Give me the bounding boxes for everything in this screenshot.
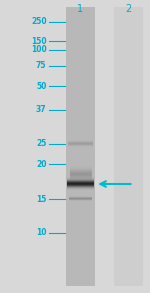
Text: 100: 100: [31, 45, 46, 54]
Text: 2: 2: [125, 4, 131, 14]
Text: 15: 15: [36, 195, 46, 204]
Text: 20: 20: [36, 160, 46, 168]
Text: 50: 50: [36, 82, 46, 91]
Text: 150: 150: [31, 37, 46, 45]
Text: 250: 250: [31, 18, 46, 26]
Text: 37: 37: [36, 105, 46, 114]
Bar: [114, 7, 142, 286]
Text: 25: 25: [36, 139, 46, 148]
Text: 10: 10: [36, 229, 46, 237]
Text: 1: 1: [77, 4, 83, 14]
Bar: [66, 7, 94, 286]
Text: 75: 75: [36, 62, 46, 70]
